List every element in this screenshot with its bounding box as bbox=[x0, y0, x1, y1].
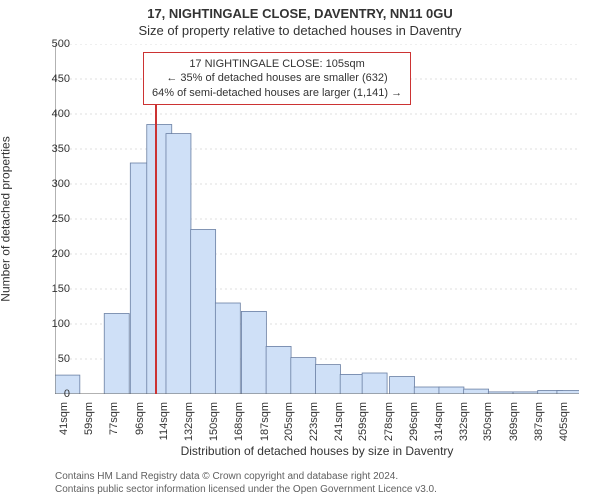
y-tick: 0 bbox=[30, 388, 70, 400]
y-tick: 200 bbox=[30, 248, 70, 260]
footer-line-1: Contains HM Land Registry data © Crown c… bbox=[55, 470, 437, 483]
footer-line-2: Contains public sector information licen… bbox=[55, 483, 437, 496]
y-tick: 350 bbox=[30, 143, 70, 155]
callout-line-1: 17 NIGHTINGALE CLOSE: 105sqm bbox=[152, 57, 402, 71]
callout-line-3: 64% of semi-detached houses are larger (… bbox=[152, 86, 402, 100]
y-tick: 300 bbox=[30, 178, 70, 190]
chart-title: 17, NIGHTINGALE CLOSE, DAVENTRY, NN11 0G… bbox=[0, 0, 600, 21]
attribution-footer: Contains HM Land Registry data © Crown c… bbox=[55, 470, 437, 496]
marker-line bbox=[155, 102, 157, 394]
y-tick: 100 bbox=[30, 318, 70, 330]
y-tick: 50 bbox=[30, 353, 70, 365]
y-axis-label: Number of detached properties bbox=[0, 44, 14, 394]
y-tick: 450 bbox=[30, 73, 70, 85]
chart-container: 17, NIGHTINGALE CLOSE, DAVENTRY, NN11 0G… bbox=[0, 0, 600, 500]
y-tick: 250 bbox=[30, 213, 70, 225]
x-axis-label: Distribution of detached houses by size … bbox=[55, 444, 579, 458]
y-tick: 400 bbox=[30, 108, 70, 120]
callout-line-2: ← 35% of detached houses are smaller (63… bbox=[152, 71, 402, 85]
callout-box: 17 NIGHTINGALE CLOSE: 105sqm ← 35% of de… bbox=[143, 52, 411, 105]
chart-subtitle: Size of property relative to detached ho… bbox=[0, 21, 600, 38]
y-tick: 500 bbox=[30, 38, 70, 50]
plot-area: 17 NIGHTINGALE CLOSE: 105sqm ← 35% of de… bbox=[55, 44, 579, 394]
y-tick: 150 bbox=[30, 283, 70, 295]
